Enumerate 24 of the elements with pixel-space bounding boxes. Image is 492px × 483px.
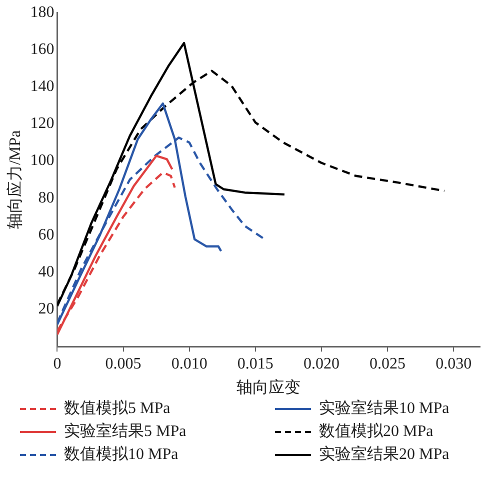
legend-label: 实验室结果5 MPa (64, 422, 186, 442)
y-tick-label: 180 (30, 4, 54, 21)
x-tick-label: 0.015 (237, 355, 274, 372)
x-axis-title: 轴向应变 (236, 378, 301, 397)
x-tick-label: 0.025 (370, 355, 406, 372)
legend-label: 数值模拟5 MPa (64, 398, 170, 419)
legend-label: 数值模拟10 MPa (64, 444, 178, 465)
y-tick-label: 140 (30, 78, 54, 96)
x-tick-label: 0 (53, 355, 62, 372)
y-tick-label: 120 (30, 115, 54, 132)
y-tick-label: 60 (38, 226, 54, 244)
legend-label: 数值模拟20 MPa (319, 422, 434, 442)
y-tick-label: 40 (38, 264, 54, 281)
y-axis-title: 轴向应力/MPa (6, 130, 24, 229)
x-tick-label: 0.010 (171, 355, 208, 372)
y-tick-label: 20 (38, 300, 54, 318)
y-tick-label: 80 (38, 189, 54, 206)
y-tick-label: 160 (30, 40, 54, 58)
x-tick-label: 0.005 (105, 355, 142, 372)
y-tick-label: 100 (30, 152, 54, 170)
legend-label: 实验室结果10 MPa (319, 398, 450, 419)
legend-label: 实验室结果20 MPa (319, 444, 450, 465)
x-tick-label: 0.030 (436, 355, 472, 372)
x-tick-label: 0.020 (303, 355, 340, 372)
